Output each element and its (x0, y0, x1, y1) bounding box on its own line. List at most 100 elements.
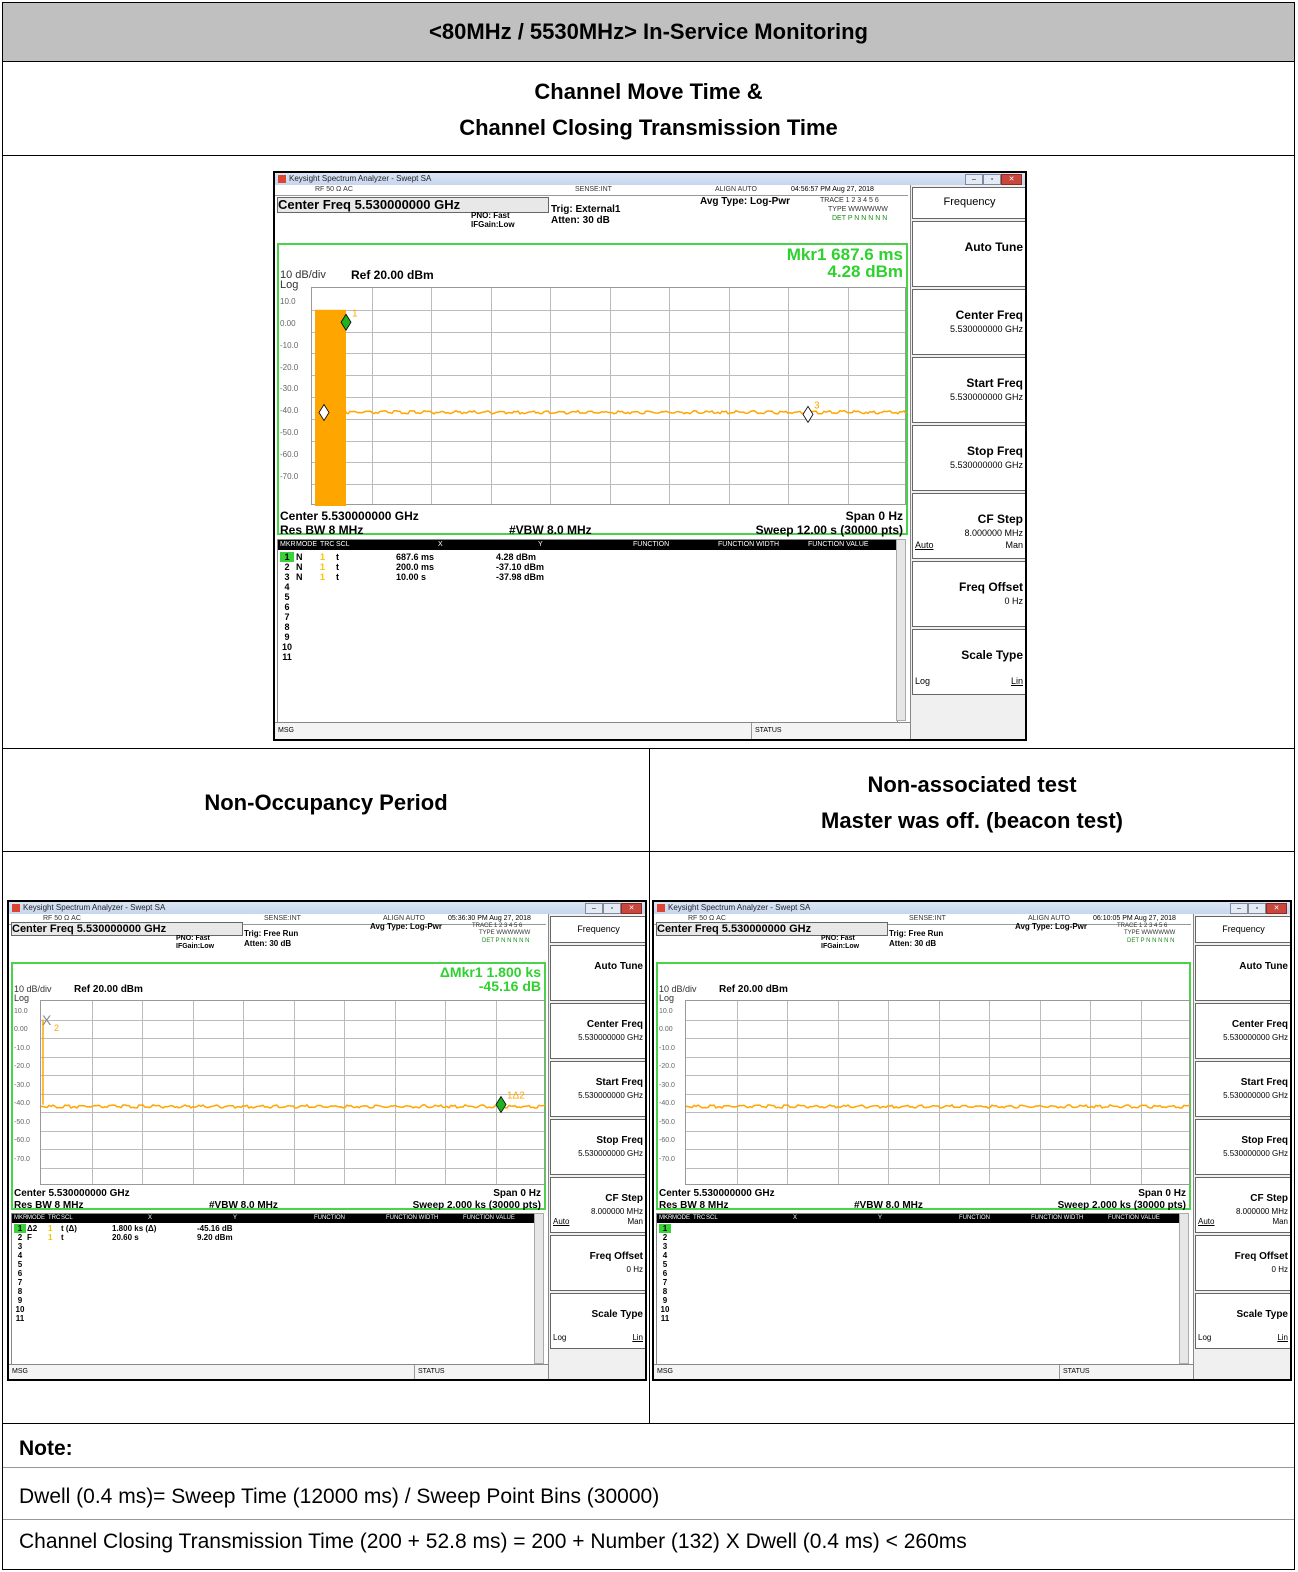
table-row[interactable]: 2 (657, 1233, 1180, 1242)
marker-diamond[interactable] (802, 405, 814, 424)
y-tick-label: 10.0 (14, 1008, 28, 1015)
table-row[interactable]: 2 N 1 t 200.0 ms -37.10 dBm (278, 562, 897, 572)
table-scrollbar[interactable] (1179, 1213, 1189, 1364)
softkey-man[interactable]: Man (627, 1217, 643, 1226)
table-row[interactable]: 6 (12, 1269, 535, 1278)
table-row[interactable]: 4 (278, 582, 897, 592)
softkey-scale-type[interactable]: Scale Type Log Lin (912, 629, 1025, 695)
table-row[interactable]: 1 N 1 t 687.6 ms 4.28 dBm (278, 552, 897, 562)
table-row[interactable]: 9 (278, 632, 897, 642)
center-freq-box[interactable]: Center Freq 5.530000000 GHz (656, 922, 888, 936)
table-row[interactable]: 7 (657, 1278, 1180, 1287)
table-row[interactable]: 11 (278, 652, 897, 662)
softkey-auto[interactable]: Auto (553, 1217, 570, 1226)
softkey-center-freq[interactable]: Center Freq 5.530000000 GHz (1195, 1003, 1290, 1059)
softkey-auto[interactable]: Auto (915, 540, 934, 550)
table-row[interactable]: 3 N 1 t 10.00 s -37.98 dBm (278, 572, 897, 582)
minimize-button[interactable]: – (965, 174, 983, 185)
column-header: SCL (336, 541, 350, 548)
softkey-log[interactable]: Log (915, 676, 931, 686)
table-row[interactable]: 6 (657, 1269, 1180, 1278)
softkey-center-freq[interactable]: Center Freq 5.530000000 GHz (912, 289, 1025, 355)
table-row[interactable]: 8 (12, 1287, 535, 1296)
table-row[interactable]: 10 (12, 1305, 535, 1314)
softkey-man[interactable]: Man (1272, 1217, 1288, 1226)
softkey-auto-tune[interactable]: Auto Tune (912, 221, 1025, 287)
softkey-scale-type[interactable]: Scale Type Log Lin (550, 1293, 645, 1349)
softkey-log[interactable]: Log (553, 1333, 567, 1342)
softkey-freq-offset[interactable]: Freq Offset 0 Hz (1195, 1235, 1290, 1291)
table-row[interactable]: 10 (657, 1305, 1180, 1314)
softkey-start-freq[interactable]: Start Freq 5.530000000 GHz (912, 357, 1025, 423)
marker-number: 4 (284, 582, 290, 592)
softkey-frequency[interactable]: Frequency (1195, 916, 1290, 943)
column-header: FUNCTION VALUE (463, 1215, 515, 1221)
table-row[interactable]: 6 (278, 602, 897, 612)
softkey-freq-offset[interactable]: Freq Offset 0 Hz (550, 1235, 645, 1291)
softkey-stop-freq[interactable]: Stop Freq 5.530000000 GHz (550, 1119, 645, 1175)
table-row[interactable]: 5 (12, 1260, 535, 1269)
table-row[interactable]: 7 (12, 1278, 535, 1287)
table-scrollbar[interactable] (534, 1213, 544, 1364)
center-freq-box[interactable]: Center Freq 5.530000000 GHz (277, 197, 549, 213)
center-freq-box[interactable]: Center Freq 5.530000000 GHz (11, 922, 243, 936)
table-row[interactable]: 9 (657, 1296, 1180, 1305)
softkey-lin[interactable]: Lin (632, 1333, 643, 1342)
softkey-stop-freq[interactable]: Stop Freq 5.530000000 GHz (912, 425, 1025, 491)
sweep-label: Sweep 2.000 ks (30000 pts) (1057, 1200, 1186, 1211)
table-row[interactable]: 5 (278, 592, 897, 602)
softkey-cf-step[interactable]: CF Step 8.000000 MHz Auto Man (912, 493, 1025, 559)
table-row[interactable]: 3 (12, 1242, 535, 1251)
softkey-auto[interactable]: Auto (1198, 1217, 1215, 1226)
softkey-freq-offset[interactable]: Freq Offset 0 Hz (912, 561, 1025, 627)
restore-button[interactable]: ▫ (603, 903, 621, 914)
softkey-cf-step[interactable]: CF Step 8.000000 MHz Auto Man (550, 1177, 645, 1233)
marker-diamond[interactable] (318, 403, 330, 422)
softkey-stop-freq[interactable]: Stop Freq 5.530000000 GHz (1195, 1119, 1290, 1175)
table-scrollbar[interactable] (896, 539, 906, 721)
table-row[interactable]: 11 (12, 1314, 535, 1323)
table-row[interactable]: 11 (657, 1314, 1180, 1323)
restore-button[interactable]: ▫ (1248, 903, 1266, 914)
softkey-label: Center Freq (1231, 1019, 1288, 1030)
softkey-center-freq[interactable]: Center Freq 5.530000000 GHz (550, 1003, 645, 1059)
close-button[interactable]: ✕ (621, 903, 642, 914)
softkey-start-freq[interactable]: Start Freq 5.530000000 GHz (1195, 1061, 1290, 1117)
ref-level: Ref 20.00 dBm (74, 984, 143, 995)
table-row[interactable]: 1 Δ2 1 t (Δ) 1.800 ks (Δ) -45.16 dB (12, 1224, 535, 1233)
table-row[interactable]: 8 (657, 1287, 1180, 1296)
softkey-cf-step[interactable]: CF Step 8.000000 MHz Auto Man (1195, 1177, 1290, 1233)
table-row[interactable]: 9 (12, 1296, 535, 1305)
softkey-scale-type[interactable]: Scale Type Log Lin (1195, 1293, 1290, 1349)
table-row[interactable]: 5 (657, 1260, 1180, 1269)
table-row[interactable]: 4 (12, 1251, 535, 1260)
marker-number: 7 (284, 612, 290, 622)
marker-diamond[interactable] (495, 1095, 507, 1114)
y-tick-label: -10.0 (659, 1045, 675, 1052)
softkey-frequency[interactable]: Frequency (550, 916, 645, 943)
table-row[interactable]: 3 (657, 1242, 1180, 1251)
softkey-frequency[interactable]: Frequency (912, 187, 1025, 219)
close-button[interactable]: ✕ (1266, 903, 1287, 914)
table-row[interactable]: 1 (657, 1224, 1180, 1233)
softkey-start-freq[interactable]: Start Freq 5.530000000 GHz (550, 1061, 645, 1117)
softkey-auto-tune[interactable]: Auto Tune (550, 945, 645, 1001)
table-row[interactable]: 10 (278, 642, 897, 652)
softkey-log[interactable]: Log (1198, 1333, 1212, 1342)
table-row[interactable]: 8 (278, 622, 897, 632)
softkey-lin[interactable]: Lin (1010, 676, 1023, 686)
softkey-auto-tune[interactable]: Auto Tune (1195, 945, 1290, 1001)
minimize-button[interactable]: – (585, 903, 603, 914)
minimize-button[interactable]: – (1230, 903, 1248, 914)
reference-marker-x[interactable]: X (42, 1012, 52, 1028)
table-row[interactable]: 2 F 1 t 20.60 s 9.20 dBm (12, 1233, 535, 1242)
table-row[interactable]: 4 (657, 1251, 1180, 1260)
table-row[interactable]: 7 (278, 612, 897, 622)
marker-readout-y: -45.16 dB (478, 978, 541, 994)
softkey-man[interactable]: Man (1005, 540, 1023, 550)
close-button[interactable]: ✕ (1001, 174, 1022, 185)
softkey-lin[interactable]: Lin (1277, 1333, 1288, 1342)
restore-button[interactable]: ▫ (983, 174, 1001, 185)
marker-diamond[interactable] (340, 313, 352, 332)
noise-floor-trace (41, 1103, 546, 1109)
